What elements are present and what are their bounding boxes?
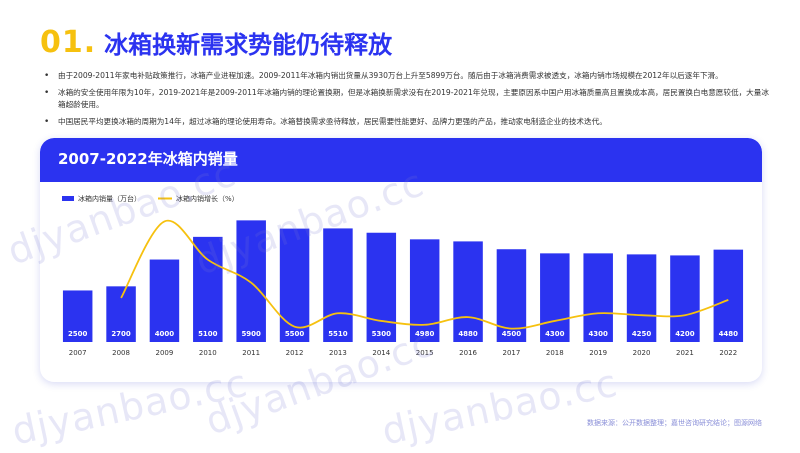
growth-line [120, 219, 729, 330]
bar [193, 236, 223, 342]
data-source: 数据来源：公开数据整理；嘉世咨询研究结论；图源网络 [587, 419, 762, 427]
x-tick-label: 2011 [242, 349, 260, 357]
bar [453, 241, 483, 342]
bar-value-label: 5500 [285, 330, 305, 338]
x-tick-label: 2012 [286, 349, 304, 357]
bar-value-label: 5510 [328, 330, 348, 338]
bar-value-label: 4480 [719, 330, 739, 338]
bar [236, 220, 266, 342]
x-tick-label: 2009 [156, 349, 174, 357]
bar [670, 255, 700, 342]
bullet-item: • 由于2009-2011年家电补贴政策推行，冰箱产业进程加速。2009-2011… [44, 70, 774, 83]
legend-swatch-bar [62, 196, 74, 201]
bullet-item: • 冰箱的安全使用年限为10年，2019-2021年是2009-2011年冰箱内销… [44, 87, 774, 112]
chart: 冰箱内销量（万台） 冰箱内销增长（%） 2500 2700 4000 5100 5900 55… [62, 194, 744, 357]
x-tick-label: 2017 [503, 349, 521, 357]
chart-card-header: 2007-2022年冰箱内销量 [40, 138, 762, 182]
bullet-dot-icon: • [44, 71, 50, 81]
bullet-list: • 由于2009-2011年家电补贴政策推行，冰箱产业进程加速。2009-2011… [44, 70, 774, 132]
bar-value-label: 4250 [632, 330, 652, 338]
bar-value-label: 4980 [415, 330, 435, 338]
bar-value-label: 5900 [241, 330, 261, 338]
x-tick-label: 2007 [69, 349, 87, 357]
bar [583, 253, 613, 342]
x-tick-label: 2013 [329, 349, 347, 357]
x-tick-label: 2008 [112, 349, 130, 357]
bar [713, 249, 744, 342]
bullet-text: 冰箱的安全使用年限为10年，2019-2021年是2009-2011年冰箱内销的… [58, 87, 769, 110]
bar-value-label: 2500 [68, 330, 88, 338]
bar [540, 253, 570, 342]
bullet-dot-icon: • [44, 87, 50, 98]
bar-value-label: 4200 [675, 330, 695, 338]
x-tick-label: 2018 [546, 349, 564, 357]
page-title: 冰箱换新需求势能仍待释放 [104, 30, 393, 59]
bar-value-label: 5100 [198, 330, 218, 338]
section-number: 01. [40, 24, 97, 60]
bullet-text: 由于2009-2011年家电补贴政策推行，冰箱产业进程加速。2009-2011年… [58, 71, 723, 80]
bar [366, 232, 397, 342]
bar [62, 290, 93, 342]
bullet-dot-icon: • [44, 116, 50, 127]
bar-value-label: 4500 [502, 330, 522, 338]
x-tick-label: 2021 [676, 349, 694, 357]
bar [106, 286, 136, 342]
bar-value-label: 5300 [372, 330, 392, 338]
bar-value-label: 2700 [111, 330, 131, 338]
bullet-text: 中国居民平均更换冰箱的周期为14年，超过冰箱的理论使用寿命。冰箱替换需求亟待释放… [58, 116, 607, 126]
bar [626, 254, 657, 342]
bullet-item: • 中国居民平均更换冰箱的周期为14年，超过冰箱的理论使用寿命。冰箱替换需求亟待释… [44, 116, 774, 129]
bar-value-label: 4300 [545, 330, 565, 338]
chart-card: 2007-2022年冰箱内销量 冰箱内销量（万台） 冰箱内销增长（%） 2500 27… [40, 138, 762, 382]
x-tick-label: 2016 [459, 349, 477, 357]
bar-value-label: 4300 [588, 330, 608, 338]
x-tick-label: 2015 [416, 349, 434, 357]
bar [323, 228, 353, 342]
bar [279, 228, 310, 342]
x-tick-label: 2010 [199, 349, 217, 357]
bar-value-label: 4000 [155, 330, 175, 338]
legend-label-line: 冰箱内销增长（%） [176, 194, 239, 203]
bar [409, 239, 440, 342]
page-header: 01. 冰箱换新需求势能仍待释放 [40, 22, 392, 62]
x-tick-label: 2020 [633, 349, 651, 357]
x-tick-label: 2014 [372, 349, 390, 357]
bar-value-label: 4880 [458, 330, 478, 338]
chart-title: 2007-2022年冰箱内销量 [58, 150, 238, 168]
bar [149, 259, 180, 342]
legend-label-bar: 冰箱内销量（万台） [78, 194, 141, 203]
x-tick-label: 2019 [589, 349, 607, 357]
x-tick-label: 2022 [719, 349, 737, 357]
